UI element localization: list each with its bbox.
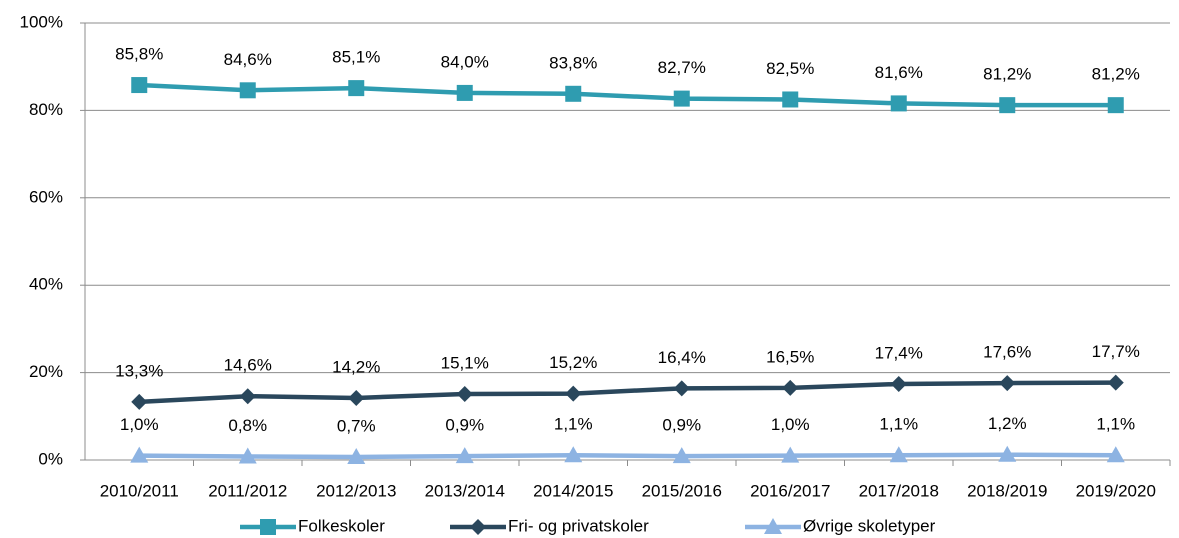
data-label: 1,0% (771, 415, 810, 434)
x-tick-label: 2018/2019 (967, 481, 1047, 500)
data-label: 1,1% (554, 415, 593, 434)
series-line (139, 82, 1116, 108)
y-tick-label: 100% (20, 12, 63, 31)
data-point (890, 375, 907, 392)
data-label: 0,9% (662, 416, 701, 435)
data-label: 14,2% (332, 357, 380, 376)
x-tick-label: 2017/2018 (859, 481, 939, 500)
data-point (565, 85, 582, 102)
data-point (130, 446, 149, 463)
data-label: 16,4% (658, 348, 706, 367)
x-tick-label: 2019/2020 (1076, 481, 1156, 500)
x-tick-label: 2011/2012 (208, 481, 287, 500)
data-label: 13,3% (115, 361, 163, 380)
data-label: 83,8% (549, 53, 597, 72)
data-label: 0,8% (228, 416, 267, 435)
legend-marker (260, 519, 276, 535)
data-label: 17,4% (875, 343, 923, 362)
data-point (564, 446, 583, 463)
data-point (1107, 97, 1124, 114)
data-point (998, 445, 1017, 462)
series-line (139, 452, 1116, 460)
series-line (139, 380, 1116, 405)
data-point (1106, 446, 1125, 463)
data-label: 1,2% (988, 414, 1027, 433)
data-point (673, 380, 690, 397)
data-label: 85,1% (332, 48, 380, 67)
data-point (889, 446, 908, 463)
data-label: 81,6% (875, 63, 923, 82)
data-point (781, 446, 800, 463)
legend-marker (470, 519, 486, 535)
data-label: 85,8% (115, 45, 163, 64)
data-point (672, 447, 691, 464)
data-point (239, 388, 256, 405)
legend-label: Folkeskoler (298, 516, 385, 535)
legend-label: Øvrige skoletyper (803, 516, 936, 535)
data-label: 81,2% (1092, 65, 1140, 84)
x-tick-label: 2013/2014 (425, 481, 505, 500)
data-point (673, 90, 690, 107)
data-label: 82,5% (766, 59, 814, 78)
x-tick-label: 2016/2017 (750, 481, 830, 500)
data-point (782, 379, 799, 396)
data-label: 17,6% (983, 343, 1031, 362)
data-point (347, 447, 366, 464)
y-tick-label: 40% (29, 275, 63, 294)
data-label: 17,7% (1092, 342, 1140, 361)
data-point (999, 97, 1016, 114)
legend-marker (764, 518, 782, 534)
y-tick-label: 60% (29, 187, 63, 206)
data-label: 0,7% (337, 416, 376, 435)
data-label: 1,1% (879, 415, 918, 434)
y-tick-label: 80% (29, 100, 63, 119)
legend-label: Fri- og privatskoler (508, 516, 649, 535)
data-label: 14,6% (224, 356, 272, 375)
data-label: 82,7% (658, 58, 706, 77)
data-point (782, 91, 799, 108)
data-point (238, 447, 257, 464)
data-point (456, 84, 473, 101)
data-label: 15,1% (441, 353, 489, 372)
y-tick-label: 20% (29, 362, 63, 381)
data-label: 0,9% (445, 416, 484, 435)
data-point (131, 393, 148, 410)
data-label: 81,2% (983, 65, 1031, 84)
y-tick-label: 0% (38, 449, 63, 468)
data-point (348, 389, 365, 406)
x-tick-label: 2012/2013 (316, 481, 396, 500)
data-point (890, 95, 907, 112)
data-label: 16,5% (766, 347, 814, 366)
data-point (999, 375, 1016, 392)
x-tick-label: 2010/2011 (100, 481, 179, 500)
data-point (239, 82, 256, 99)
data-label: 84,6% (224, 50, 272, 69)
data-label: 15,2% (549, 353, 597, 372)
data-point (131, 77, 148, 94)
data-label: 1,0% (120, 415, 159, 434)
data-label: 84,0% (441, 52, 489, 71)
data-point (455, 447, 474, 464)
data-point (348, 80, 365, 97)
x-tick-label: 2015/2016 (642, 481, 722, 500)
data-point (1107, 374, 1124, 391)
x-tick-label: 2014/2015 (533, 481, 613, 500)
data-point (456, 386, 473, 403)
data-point (565, 385, 582, 402)
data-label: 1,1% (1096, 415, 1135, 434)
